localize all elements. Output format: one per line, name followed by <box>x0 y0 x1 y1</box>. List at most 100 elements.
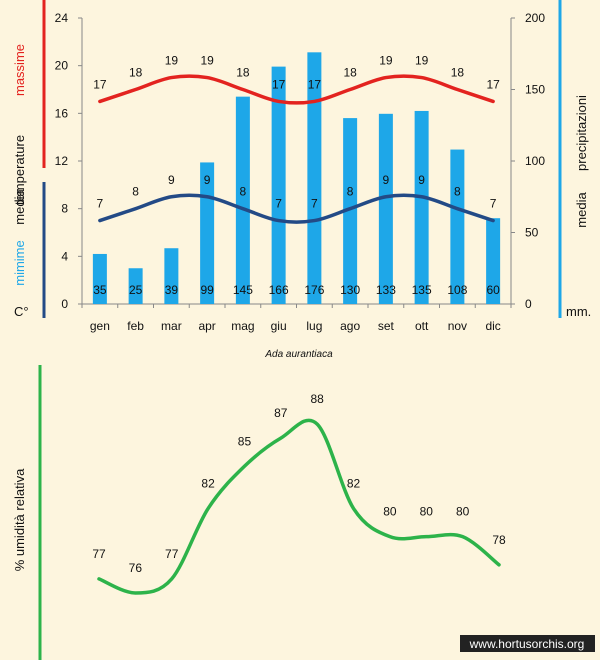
species-caption: Ada aurantiaca <box>264 349 333 360</box>
precipitation-bar <box>378 113 393 304</box>
precipitation-value-label: 108 <box>447 283 467 297</box>
right-tick-label: 0 <box>525 297 532 311</box>
humidity-value-label: 76 <box>129 561 143 575</box>
precipitation-value-label: 60 <box>486 283 500 297</box>
right-axis-label-precipitazioni: precipitazioni <box>574 95 589 171</box>
left-tick-label: 8 <box>61 202 68 216</box>
left-tick-label: 24 <box>55 11 69 25</box>
right-tick-label: 50 <box>525 226 539 240</box>
category-label: giu <box>271 319 287 333</box>
category-label: nov <box>448 319 467 333</box>
max-temperature-label: 17 <box>93 77 107 91</box>
left-axis-label-massime: massime <box>12 44 27 96</box>
precipitation-value-label: 35 <box>93 283 107 297</box>
precipitation-bar <box>414 110 429 304</box>
right-tick-label: 100 <box>525 154 545 168</box>
min-temperature-label: 9 <box>418 173 425 187</box>
max-temperature-label: 19 <box>379 54 393 68</box>
temperature-precipitation-chart: 0 4 8 12 16 20 24 0 50 100 150 200 gen feb mar apr mag gi… <box>12 0 591 333</box>
precipitation-value-label: 130 <box>340 283 360 297</box>
category-label: ago <box>340 319 360 333</box>
min-temperature-label: 8 <box>454 185 461 199</box>
max-temperature-label: 17 <box>308 77 322 91</box>
watermark: www.hortusorchis.org <box>460 635 595 652</box>
precipitation-value-label: 39 <box>165 283 179 297</box>
min-temperature-label: 7 <box>311 197 318 211</box>
left-axis-label-mimime: mimime <box>12 240 27 286</box>
min-temperature-label: 8 <box>347 185 354 199</box>
precipitation-bar <box>271 66 286 305</box>
precipitation-value-label: 135 <box>412 283 432 297</box>
precipitation-bar <box>486 218 501 304</box>
max-temperature-label: 19 <box>165 54 179 68</box>
humidity-value-label: 80 <box>456 505 470 519</box>
right-axis-label-media: media <box>574 192 589 228</box>
right-axis-unit: mm. <box>566 304 591 319</box>
precipitation-value-label: 25 <box>129 283 143 297</box>
precipitation-value-label: 176 <box>304 283 324 297</box>
min-temperature-label: 9 <box>383 173 390 187</box>
left-tick-label: 16 <box>55 106 69 120</box>
category-label: gen <box>90 319 110 333</box>
category-label: apr <box>198 319 215 333</box>
min-temperature-label: 9 <box>204 173 211 187</box>
precipitation-bar <box>164 248 179 304</box>
min-temperature-label: 8 <box>240 185 247 199</box>
category-label: ott <box>415 319 429 333</box>
precipitation-bar <box>235 96 250 305</box>
max-temperature-label: 18 <box>236 66 250 80</box>
humidity-value-label: 80 <box>420 505 434 519</box>
humidity-chart: % umidità relativa 77 76 77 82 85 87 88 82 80 80 80… <box>12 365 506 660</box>
precipitation-value-label: 145 <box>233 283 253 297</box>
category-label: feb <box>127 319 144 333</box>
left-tick-label: 0 <box>61 297 68 311</box>
humidity-value-label: 77 <box>165 547 179 561</box>
right-tick-label: 150 <box>525 83 545 97</box>
min-temperature-label: 7 <box>490 197 497 211</box>
max-temperature-label: 18 <box>343 66 357 80</box>
category-label: lug <box>306 319 322 333</box>
left-tick-label: 12 <box>55 154 69 168</box>
precipitation-value-label: 99 <box>200 283 214 297</box>
humidity-axis-label: % umidità relativa <box>12 468 27 571</box>
humidity-value-label: 80 <box>383 505 397 519</box>
svg-text:www.hortusorchis.org: www.hortusorchis.org <box>469 637 585 651</box>
min-temperature-label: 7 <box>275 197 282 211</box>
precipitation-bar <box>92 253 107 304</box>
max-temperature-line <box>98 74 495 105</box>
category-label: set <box>378 319 395 333</box>
left-axis-unit: C° <box>14 304 29 319</box>
precipitation-value-label: 166 <box>269 283 289 297</box>
min-temperature-label: 9 <box>168 173 175 187</box>
max-temperature-label: 18 <box>451 66 465 80</box>
precipitation-value-label: 133 <box>376 283 396 297</box>
precipitation-bar <box>450 149 465 304</box>
humidity-value-label: 82 <box>347 477 361 491</box>
left-axis-label-media: media <box>12 189 27 225</box>
precipitation-bar <box>343 118 358 304</box>
max-temperature-label: 19 <box>200 54 214 68</box>
category-label: mag <box>231 319 254 333</box>
precipitation-bar <box>307 52 322 304</box>
humidity-value-label: 78 <box>492 533 506 547</box>
humidity-value-label: 77 <box>92 547 106 561</box>
min-temperature-label: 7 <box>97 197 104 211</box>
humidity-value-label: 82 <box>201 477 215 491</box>
min-temperature-line <box>98 193 495 224</box>
max-temperature-label: 17 <box>272 77 286 91</box>
category-label: dic <box>485 319 500 333</box>
right-tick-label: 200 <box>525 11 545 25</box>
humidity-value-label: 85 <box>238 434 252 448</box>
left-tick-label: 4 <box>61 249 68 263</box>
precipitation-bar <box>128 268 143 304</box>
max-temperature-label: 17 <box>486 77 500 91</box>
humidity-value-label: 87 <box>274 406 288 420</box>
humidity-value-label: 88 <box>311 392 325 406</box>
left-axis-label-temperature: temperature <box>12 135 27 205</box>
max-temperature-label: 19 <box>415 54 429 68</box>
category-label: mar <box>161 319 182 333</box>
max-temperature-label: 18 <box>129 66 143 80</box>
min-temperature-label: 8 <box>132 185 139 199</box>
humidity-line <box>97 418 501 595</box>
